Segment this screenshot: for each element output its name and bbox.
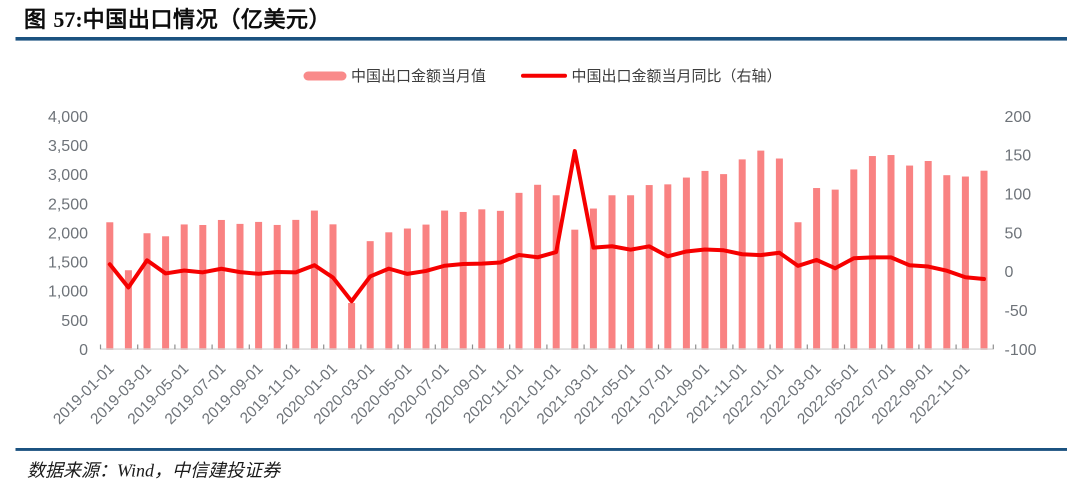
svg-text:0: 0 bbox=[79, 342, 88, 359]
svg-text:中国出口金额当月同比（右轴）: 中国出口金额当月同比（右轴） bbox=[572, 68, 782, 85]
svg-text:-100: -100 bbox=[1005, 342, 1037, 359]
svg-text:500: 500 bbox=[61, 313, 88, 330]
svg-text:图 57:中国出口情况（亿美元）: 图 57:中国出口情况（亿美元） bbox=[24, 7, 331, 32]
svg-text:50: 50 bbox=[1005, 225, 1023, 242]
svg-text:0: 0 bbox=[1005, 264, 1014, 281]
svg-text:2,000: 2,000 bbox=[48, 225, 88, 242]
svg-text:2,500: 2,500 bbox=[48, 196, 88, 213]
svg-text:150: 150 bbox=[1005, 148, 1032, 165]
svg-text:1,000: 1,000 bbox=[48, 284, 88, 301]
svg-text:200: 200 bbox=[1005, 109, 1032, 126]
svg-text:4,000: 4,000 bbox=[48, 109, 88, 126]
svg-text:中国出口金额当月值: 中国出口金额当月值 bbox=[351, 68, 486, 85]
svg-text:数据来源：Wind，中信建投证券: 数据来源：Wind，中信建投证券 bbox=[27, 461, 282, 481]
svg-text:100: 100 bbox=[1005, 187, 1032, 204]
svg-text:-50: -50 bbox=[1005, 303, 1028, 320]
svg-text:1,500: 1,500 bbox=[48, 255, 88, 272]
svg-text:3,000: 3,000 bbox=[48, 167, 88, 184]
svg-text:3,500: 3,500 bbox=[48, 138, 88, 155]
